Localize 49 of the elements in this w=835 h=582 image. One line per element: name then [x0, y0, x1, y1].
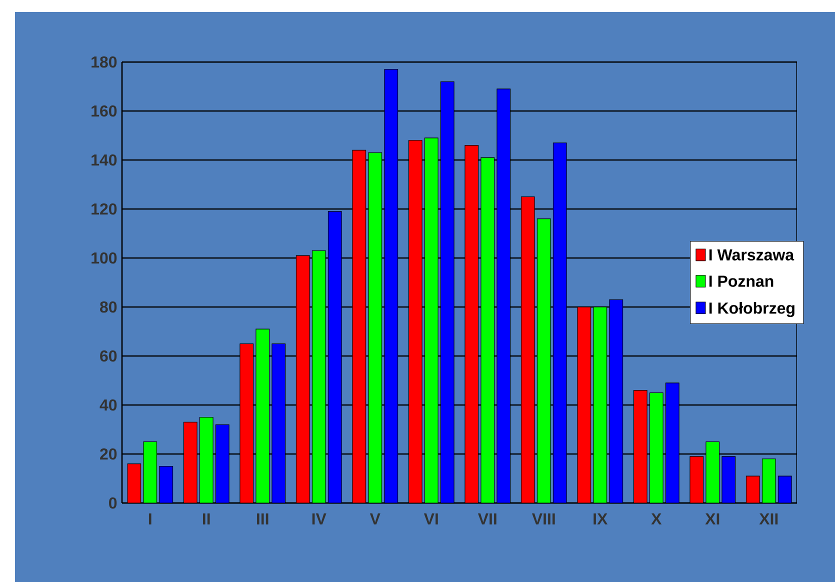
legend-label: I Kołobrzeg	[709, 302, 794, 318]
y-tick-label: 40	[100, 399, 117, 411]
bar	[328, 211, 342, 503]
bar	[665, 382, 680, 503]
x-tick-label: III	[257, 513, 268, 524]
x-tick-label: IV	[312, 513, 326, 524]
y-tick-label: 100	[92, 252, 117, 264]
bar	[552, 142, 567, 503]
bar	[312, 250, 326, 503]
bar	[706, 441, 720, 503]
legend-label: I Warszawa	[709, 249, 794, 261]
y-tick-label: 120	[92, 203, 117, 215]
x-tick-label: VIII	[532, 513, 555, 524]
bar	[143, 441, 158, 503]
bar	[424, 138, 438, 503]
bar	[593, 306, 608, 503]
x-tick-label: V	[370, 513, 380, 524]
bar	[778, 476, 792, 503]
bar	[480, 157, 495, 503]
x-tick-label: IX	[594, 513, 608, 524]
x-tick-label: XII	[759, 513, 778, 524]
bar	[762, 458, 776, 503]
x-tick-label: XI	[705, 513, 720, 524]
bar	[536, 218, 551, 503]
y-tick-label: 180	[92, 56, 117, 68]
y-tick-label: 20	[100, 448, 117, 460]
y-tick-label: 80	[100, 301, 117, 313]
bar	[215, 424, 230, 503]
bar	[609, 299, 624, 503]
bar	[384, 69, 398, 503]
bar	[256, 328, 270, 503]
bar	[496, 88, 511, 503]
x-tick-label: I	[148, 513, 152, 524]
bar	[722, 456, 736, 503]
y-tick-label: 60	[100, 350, 117, 362]
y-tick-label: 160	[92, 105, 117, 117]
x-tick-label: VII	[478, 513, 496, 524]
bar	[199, 416, 214, 503]
bar	[368, 152, 382, 503]
bar	[159, 466, 174, 503]
x-tick-label: X	[651, 513, 662, 524]
x-tick-label: II	[203, 513, 210, 524]
bar	[649, 392, 664, 503]
bar	[440, 81, 454, 503]
y-tick-label: 0	[109, 497, 117, 509]
y-tick-label: 140	[92, 154, 117, 166]
legend-label: I Poznan	[709, 276, 774, 287]
x-tick-label: VI	[424, 513, 438, 524]
bar	[272, 343, 286, 503]
